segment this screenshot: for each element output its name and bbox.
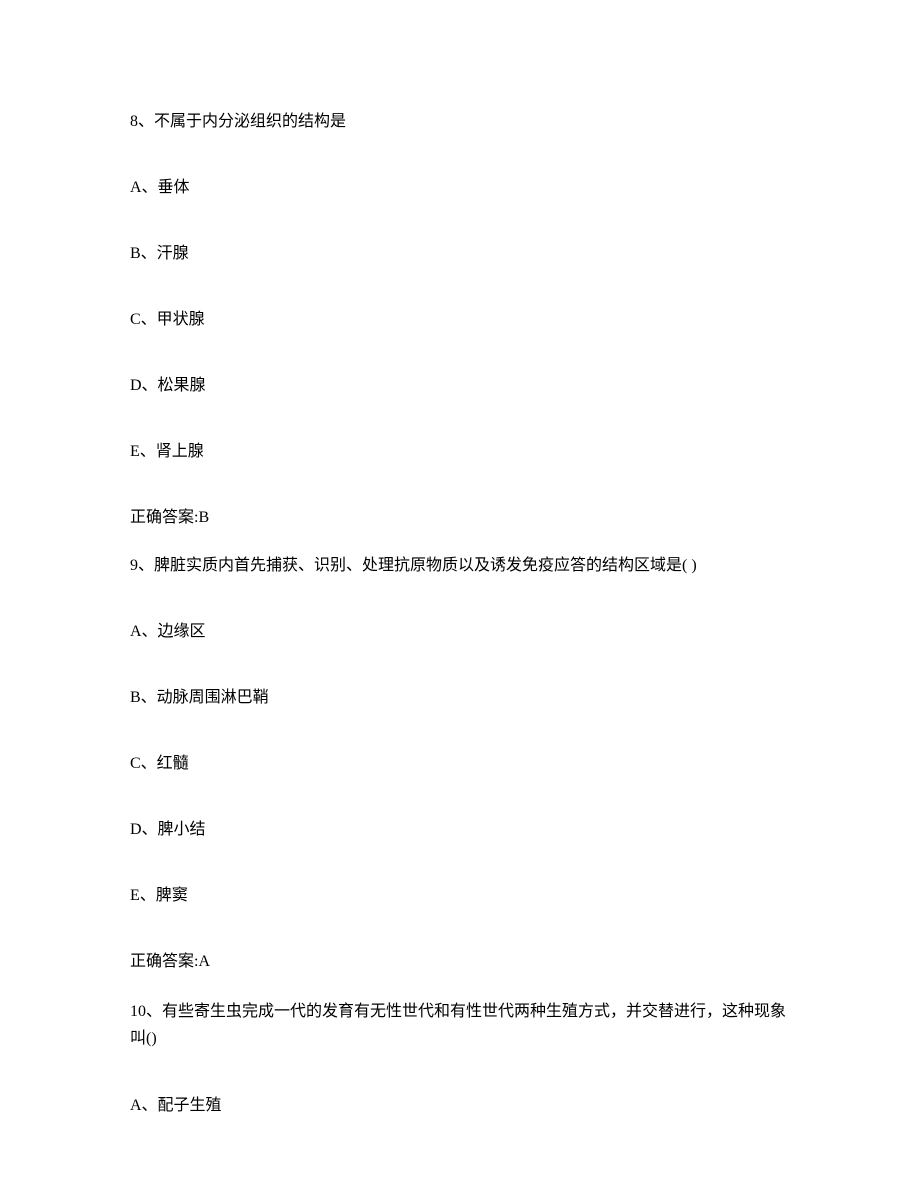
question-9-option-a: A、边缘区 <box>130 620 790 644</box>
question-8-option-d: D、松果腺 <box>130 374 790 398</box>
question-9-option-b: B、动脉周围淋巴鞘 <box>130 686 790 710</box>
question-8-option-a: A、垂体 <box>130 176 790 200</box>
question-9-stem: 9、脾脏实质内首先捕获、识别、处理抗原物质以及诱发免疫应答的结构区域是( ) <box>130 554 790 578</box>
question-8-option-b: B、汗腺 <box>130 242 790 266</box>
question-10-stem: 10、有些寄生虫完成一代的发育有无性世代和有性世代两种生殖方式，并交替进行，这种… <box>130 998 790 1052</box>
question-8-option-c: C、甲状腺 <box>130 308 790 332</box>
question-8-option-e: E、肾上腺 <box>130 440 790 464</box>
question-9-option-c: C、红髓 <box>130 752 790 776</box>
question-9-option-d: D、脾小结 <box>130 818 790 842</box>
question-10-option-a: A、配子生殖 <box>130 1094 790 1118</box>
question-9-option-e: E、脾窦 <box>130 884 790 908</box>
question-8-stem: 8、不属于内分泌组织的结构是 <box>130 110 790 134</box>
question-8-answer: 正确答案:B <box>130 506 790 530</box>
question-9-answer: 正确答案:A <box>130 950 790 974</box>
